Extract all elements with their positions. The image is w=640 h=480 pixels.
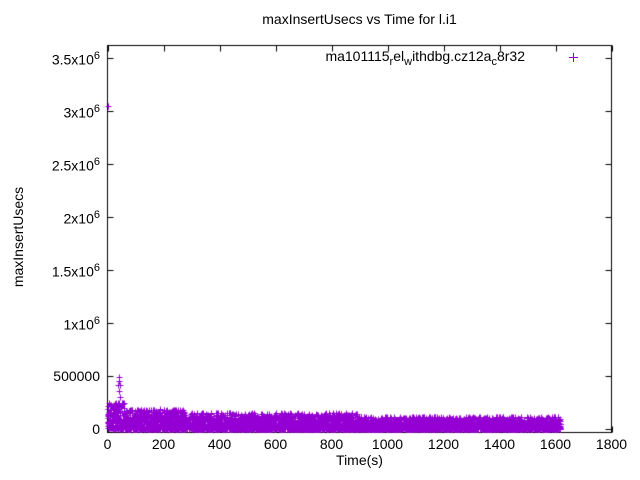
legend-label-segment: 8r32 bbox=[496, 48, 525, 64]
y-tick-label: 2.5x106 bbox=[51, 156, 100, 174]
y-tick-label: 2x106 bbox=[63, 209, 100, 227]
legend-label-segment: ma101115 bbox=[325, 48, 390, 64]
y-tick-label: 3.5x106 bbox=[51, 50, 100, 68]
x-tick-label: 1000 bbox=[371, 436, 404, 452]
y-tick-label: 1.5x106 bbox=[51, 262, 100, 280]
y-tick-label: 0 bbox=[92, 421, 100, 437]
x-tick-label: 1600 bbox=[539, 436, 572, 452]
x-tick-label: 0 bbox=[103, 436, 112, 452]
legend-label-segment: ithdbg.cz12a bbox=[412, 48, 492, 64]
legend-plus-marker-icon bbox=[569, 53, 578, 62]
legend-series-label: ma101115relwithdbg.cz12ac8r32 bbox=[107, 48, 525, 68]
y-tick-label: 1x106 bbox=[63, 315, 100, 333]
x-tick-label: 200 bbox=[151, 436, 176, 452]
chart-title: maxInsertUsecs vs Time for l.i1 bbox=[262, 11, 457, 27]
legend-label-subscript: r bbox=[389, 55, 394, 68]
x-tick-label: 400 bbox=[207, 436, 232, 452]
x-axis-title: Time(s) bbox=[336, 452, 383, 468]
y-tick-label: 3x106 bbox=[63, 103, 100, 121]
y-tick-label: 500000 bbox=[53, 368, 100, 384]
x-tick-label: 1800 bbox=[595, 436, 628, 452]
x-tick-label: 1200 bbox=[427, 436, 460, 452]
legend-label-subscript: c bbox=[491, 55, 497, 68]
x-tick-label: 600 bbox=[263, 436, 288, 452]
x-tick-label: 800 bbox=[319, 436, 344, 452]
legend-label-subscript: w bbox=[404, 55, 413, 68]
x-tick-label: 1400 bbox=[483, 436, 516, 452]
legend-label-segment: el bbox=[393, 48, 405, 64]
